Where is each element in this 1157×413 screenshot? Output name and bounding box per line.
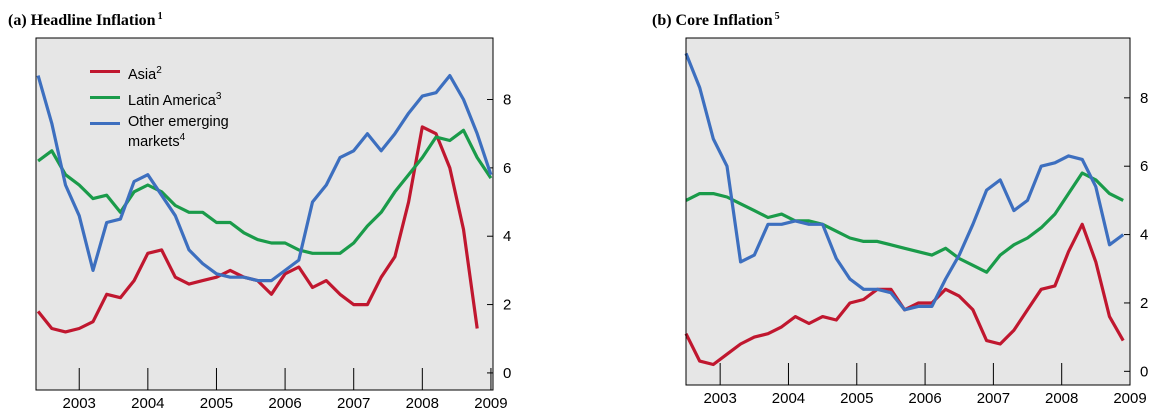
y-tick-label: 8 [503, 92, 511, 109]
legend-footnote: 3 [215, 90, 222, 102]
legend-text: Other emerging markets [128, 113, 229, 150]
series-line [36, 74, 493, 283]
x-tick-label: 2006 [908, 390, 941, 407]
legend-footnote: 2 [156, 65, 162, 76]
x-tick-label: 2003 [703, 390, 736, 407]
y-tick-label: 4 [503, 228, 511, 245]
legend-text: Latin America [128, 92, 216, 109]
y-tick-label: 6 [1140, 158, 1148, 175]
legend-item: Asia2 [90, 63, 278, 83]
x-tick-label: 2004 [131, 395, 164, 412]
x-tick-label: 2005 [200, 395, 233, 412]
legend-label: Other emerging markets4 [128, 113, 278, 150]
y-tick-label: 2 [503, 297, 511, 314]
x-tick-label: 2007 [977, 390, 1010, 407]
y-tick-label: 4 [1140, 227, 1148, 244]
chart-title: (a) Headline Inflation 1 [8, 11, 163, 29]
legend-text: Asia [128, 66, 157, 83]
series-line [684, 52, 1125, 312]
chart-title: (b) Core Inflation 5 [652, 11, 780, 29]
x-tick-label: 2008 [406, 395, 439, 412]
x-tick-label: 2003 [63, 395, 96, 412]
legend-swatch [90, 121, 120, 125]
x-tick-label: 2009 [1113, 390, 1146, 407]
legend-item: Other emerging markets4 [90, 113, 278, 150]
legend-footnote: 4 [179, 131, 186, 143]
title-text: (b) Core Inflation [652, 12, 773, 29]
x-tick-label: 2007 [337, 395, 370, 412]
y-tick-label: 2 [1140, 295, 1148, 312]
title-footnote: 5 [775, 11, 780, 22]
x-tick-label: 2005 [840, 390, 873, 407]
plot-frame [35, 37, 494, 391]
y-tick-label: 0 [503, 365, 511, 382]
legend-label: Asia2 [128, 63, 278, 83]
title-text: (a) Headline Inflation [8, 12, 156, 29]
legend-item: Latin America3 [90, 89, 278, 109]
series-line [37, 128, 493, 255]
legend-swatch [90, 70, 120, 73]
y-tick-label: 8 [1140, 90, 1148, 107]
x-tick-label: 2009 [474, 395, 507, 412]
title-footnote: 1 [158, 11, 163, 22]
plot-frame [685, 37, 1131, 386]
x-tick-label: 2006 [268, 395, 301, 412]
y-tick-label: 6 [503, 160, 511, 177]
x-tick-label: 2008 [1045, 390, 1078, 407]
legend-swatch [90, 95, 120, 99]
series-line [685, 171, 1124, 274]
legend-label: Latin America3 [128, 89, 278, 109]
x-tick-label: 2004 [772, 390, 805, 407]
y-tick-label: 0 [1140, 363, 1148, 380]
legend: Asia2 Latin America3 Other emerging market… [90, 63, 278, 155]
